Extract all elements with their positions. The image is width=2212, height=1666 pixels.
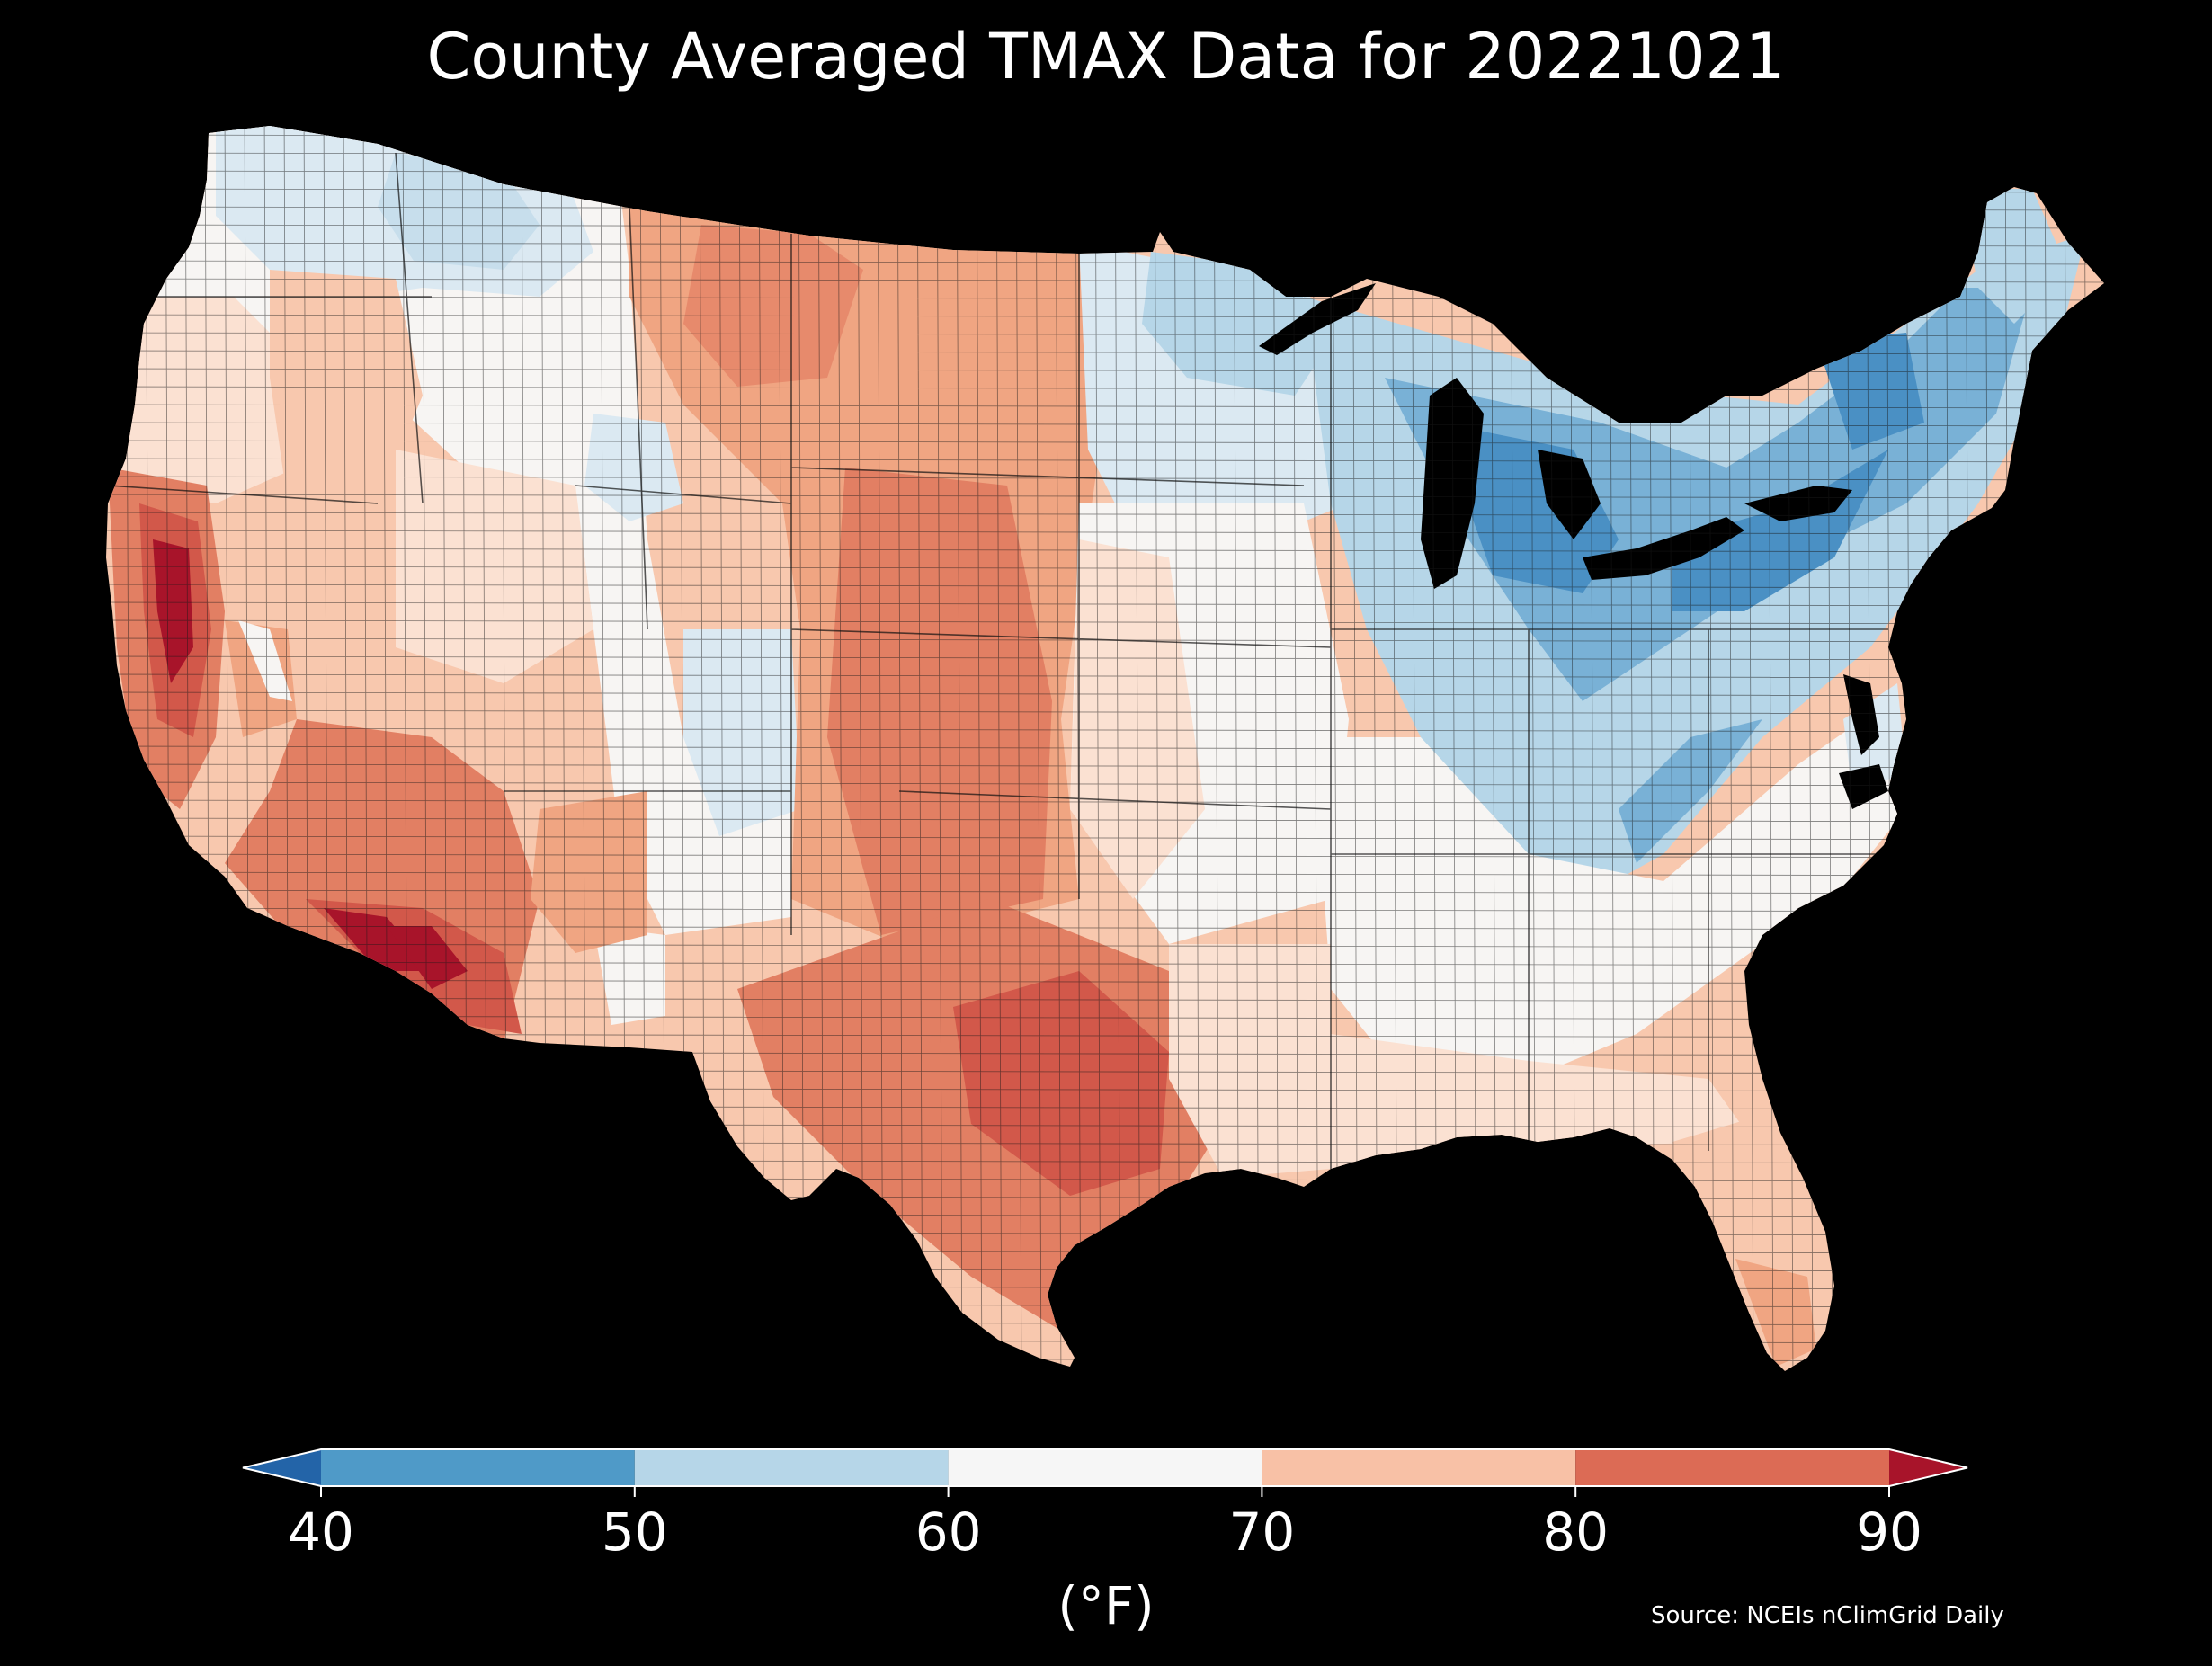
colorbar-bin (948, 1449, 1262, 1486)
colorbar-tick-label: 40 (288, 1501, 354, 1563)
colorbar-bin (1262, 1449, 1576, 1486)
source-credit: Source: NCEIs nClimGrid Daily (1651, 1602, 2004, 1629)
colorbar (242, 1448, 1968, 1497)
colorbar-bin (321, 1449, 635, 1486)
temperature-field (106, 126, 2104, 1371)
colorbar-tick-label: 50 (601, 1501, 668, 1563)
map-title: County Averaged TMAX Data for 20221021 (426, 20, 1786, 94)
great-lakes (1259, 283, 2010, 809)
colorbar-bin (1575, 1449, 1889, 1486)
colorbar-unit-label: (°F) (1057, 1575, 1155, 1636)
colorbar-tick-label: 70 (1228, 1501, 1296, 1563)
colorbar-tick-label: 60 (914, 1501, 982, 1563)
colorbar-over-arrow (1889, 1449, 1967, 1486)
colorbar-bin (634, 1449, 949, 1486)
colorbar-tick-label: 80 (1542, 1501, 1610, 1563)
state-boundaries (107, 152, 1888, 1169)
colorbar-under-arrow (243, 1449, 321, 1486)
colorbar-tick-label: 90 (1856, 1501, 1922, 1563)
